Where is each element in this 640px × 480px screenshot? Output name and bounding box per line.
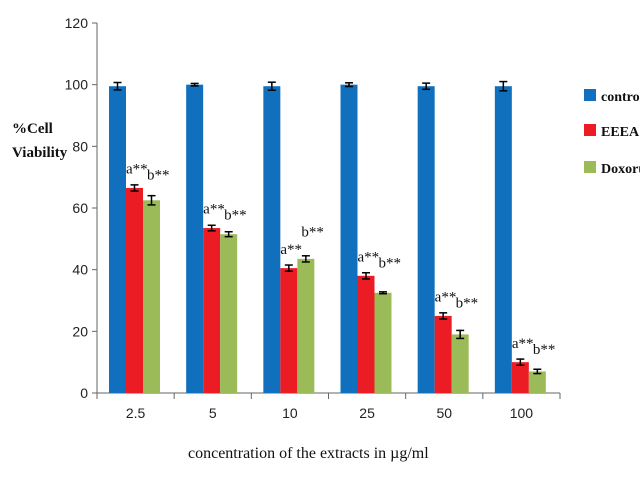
x-tick-label: 25 [359,405,375,421]
annotation-b: b** [224,208,247,224]
bar-doxorubicin-10 [297,258,315,393]
annotation-b: b** [533,342,556,358]
bar-control-50 [417,86,435,393]
bar-control-10 [263,86,281,393]
bar-doxorubicin-5 [220,234,238,393]
annotation-a: a** [512,336,534,352]
legend-swatch-doxorubicin [584,161,596,173]
x-axis-label: concentration of the extracts in µg/ml [188,445,429,462]
annotation-b: b** [379,256,402,272]
x-tick-label: 5 [209,405,217,421]
bar-doxorubicin-100 [528,371,546,393]
y-axis-label-line1: %Cell [12,121,53,137]
bar-doxorubicin-25 [374,292,392,393]
bar-eeea-2.5 [126,187,143,393]
annotation-b: b** [147,168,170,184]
bar-eeea-10 [280,268,298,393]
x-tick-label: 50 [436,405,452,421]
bar-eeea-5 [203,228,221,393]
bar-eeea-25 [357,275,375,393]
annotation-a: a** [280,242,302,258]
y-tick-label: 20 [72,323,88,339]
x-tick-label: 100 [510,405,534,421]
y-tick-label: 60 [72,200,88,216]
y-tick-label: 100 [65,77,89,93]
bar-control-5 [186,84,204,394]
annotation-a: a** [358,250,380,266]
bar-control-100 [494,86,512,393]
legend-swatch-control [584,89,596,101]
legend-swatch-eeea [584,124,596,136]
legend-label-doxorubicin: Doxorubicin [601,162,640,177]
y-axis-label-line2: Viability [12,145,68,161]
bar-doxorubicin-2.5 [143,200,160,393]
annotation-b: b** [301,225,324,241]
bar-eeea-100 [511,362,529,393]
x-tick-label: 2.5 [126,405,146,421]
bar-eeea-50 [434,315,452,393]
y-tick-label: 0 [80,385,88,401]
annotation-a: a** [203,202,225,218]
annotation-b: b** [456,296,479,312]
bar-doxorubicin-50 [451,334,469,393]
y-tick-label: 120 [65,15,89,31]
y-tick-label: 80 [72,138,88,154]
legend-label-eeea: EEEA [601,125,640,140]
y-tick-label: 40 [72,262,88,278]
bar-control-2.5 [109,86,126,393]
bar-control-25 [340,84,358,394]
annotation-a: a** [435,290,457,306]
annotation-a: a** [126,162,148,178]
legend-label-control: control [601,90,640,105]
x-tick-label: 10 [282,405,298,421]
